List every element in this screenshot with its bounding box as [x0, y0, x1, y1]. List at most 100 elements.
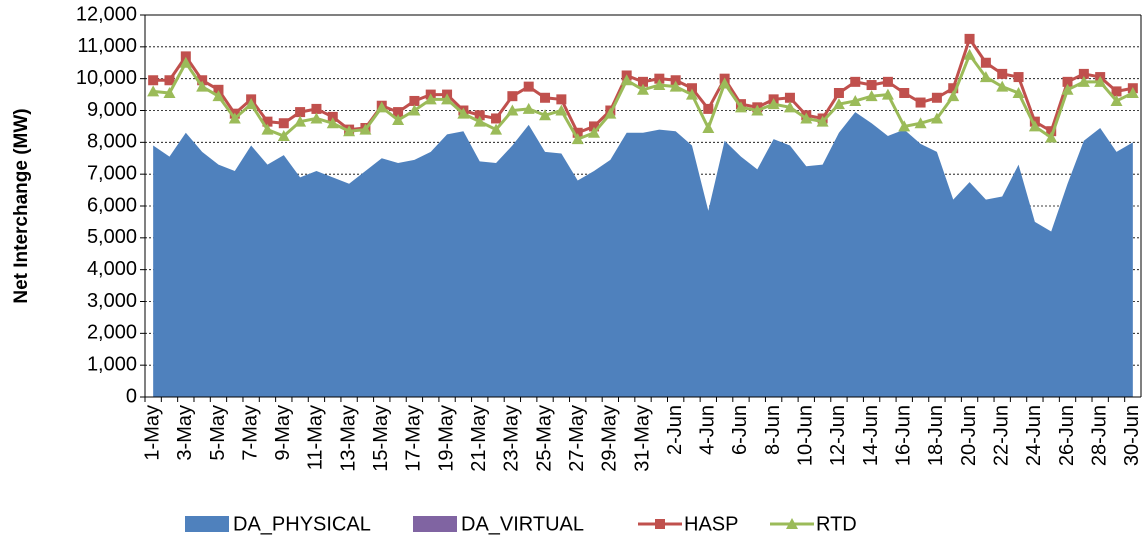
y-tick-label: 9,000	[87, 99, 137, 121]
marker	[556, 94, 567, 105]
marker	[148, 75, 159, 86]
marker	[424, 93, 437, 105]
marker	[686, 83, 697, 94]
marker	[179, 56, 192, 68]
marker	[555, 104, 568, 116]
y-tick-label: 5,000	[87, 226, 137, 248]
marker	[915, 97, 926, 108]
y-tick-label: 11,000	[77, 35, 137, 57]
marker	[212, 90, 225, 102]
x-tick-label: 19-May	[435, 405, 457, 472]
marker	[197, 75, 208, 86]
x-tick-label: 18-Jun	[925, 405, 947, 466]
x-tick-label: 7-May	[239, 405, 261, 461]
marker	[441, 93, 454, 105]
marker	[261, 123, 274, 135]
marker	[637, 83, 649, 95]
x-tick-label: 11-May	[305, 405, 327, 470]
marker	[326, 117, 339, 129]
marker	[522, 102, 535, 114]
x-tick-label: 4-Jun	[697, 405, 719, 455]
legend-label: DA_PHYSICAL	[233, 513, 371, 535]
x-tick-label: 3-May	[174, 405, 196, 461]
x-tick-label: 13-May	[337, 405, 359, 472]
x-tick-label: 22-Jun	[990, 405, 1012, 466]
y-tick-label: 8,000	[87, 131, 137, 153]
area	[153, 112, 1133, 397]
marker	[474, 110, 485, 121]
marker	[734, 101, 747, 113]
x-tick-label: 20-Jun	[958, 405, 980, 466]
marker	[588, 126, 601, 138]
marker	[393, 107, 404, 118]
marker	[899, 87, 910, 98]
marker	[196, 80, 209, 92]
marker	[816, 115, 829, 127]
x-tick-label: 26-Jun	[1056, 405, 1078, 466]
x-tick-label: 8-Jun	[762, 405, 784, 455]
marker	[163, 86, 176, 98]
marker	[1045, 131, 1058, 143]
marker	[359, 123, 372, 135]
y-tick-label: 6,000	[87, 194, 137, 216]
marker	[832, 98, 845, 110]
legend-label: HASP	[684, 513, 738, 535]
y-axis-title: Net Interchange (MW)	[11, 108, 32, 303]
marker	[1094, 75, 1107, 87]
x-tick-label: 28-Jun	[1088, 405, 1110, 466]
marker	[914, 117, 927, 129]
x-tick-label: 6-Jun	[729, 405, 751, 455]
legend-label: DA_VIRTUAL	[461, 513, 584, 535]
marker	[278, 118, 289, 129]
marker	[1111, 86, 1122, 97]
marker	[409, 95, 420, 106]
marker	[833, 87, 844, 98]
x-tick-label: 1-May	[141, 405, 163, 461]
y-tick-label: 10,000	[76, 67, 137, 89]
marker	[1013, 72, 1024, 83]
marker	[866, 80, 877, 91]
marker	[571, 133, 584, 145]
marker	[786, 518, 798, 529]
marker	[669, 80, 682, 92]
marker	[1077, 75, 1090, 87]
x-tick-label: 16-Jun	[893, 405, 915, 466]
marker	[1012, 86, 1025, 98]
x-tick-label: 9-May	[272, 405, 294, 461]
marker	[180, 51, 191, 62]
marker	[800, 112, 813, 124]
y-tick-label: 4,000	[87, 258, 137, 280]
marker	[784, 92, 795, 103]
x-tick-label: 10-Jun	[795, 405, 817, 466]
marker	[751, 104, 764, 116]
marker	[898, 120, 911, 132]
marker	[964, 33, 975, 44]
marker	[1062, 76, 1073, 87]
marker	[228, 112, 241, 124]
marker	[572, 127, 583, 138]
marker	[654, 73, 665, 84]
marker	[702, 122, 715, 134]
marker	[392, 114, 405, 126]
x-tick-label: 27-May	[566, 405, 588, 472]
marker	[931, 92, 942, 103]
marker	[245, 98, 258, 110]
x-tick-label: 17-May	[403, 405, 425, 472]
legend-swatch	[413, 516, 457, 532]
marker	[1046, 126, 1057, 137]
marker	[865, 90, 878, 102]
marker	[147, 85, 160, 97]
marker	[589, 121, 600, 132]
x-tick-label: 5-May	[207, 405, 229, 461]
x-tick-label: 2-Jun	[664, 405, 686, 455]
marker	[685, 88, 698, 100]
marker	[490, 123, 503, 135]
marker	[604, 107, 617, 119]
y-tick-label: 3,000	[87, 290, 137, 312]
x-tick-label: 23-May	[501, 405, 523, 472]
marker	[997, 68, 1008, 79]
y-tick-label: 2,000	[87, 322, 137, 344]
marker	[506, 104, 519, 116]
x-tick-label: 31-May	[631, 405, 653, 472]
x-tick-label: 25-May	[533, 405, 555, 472]
